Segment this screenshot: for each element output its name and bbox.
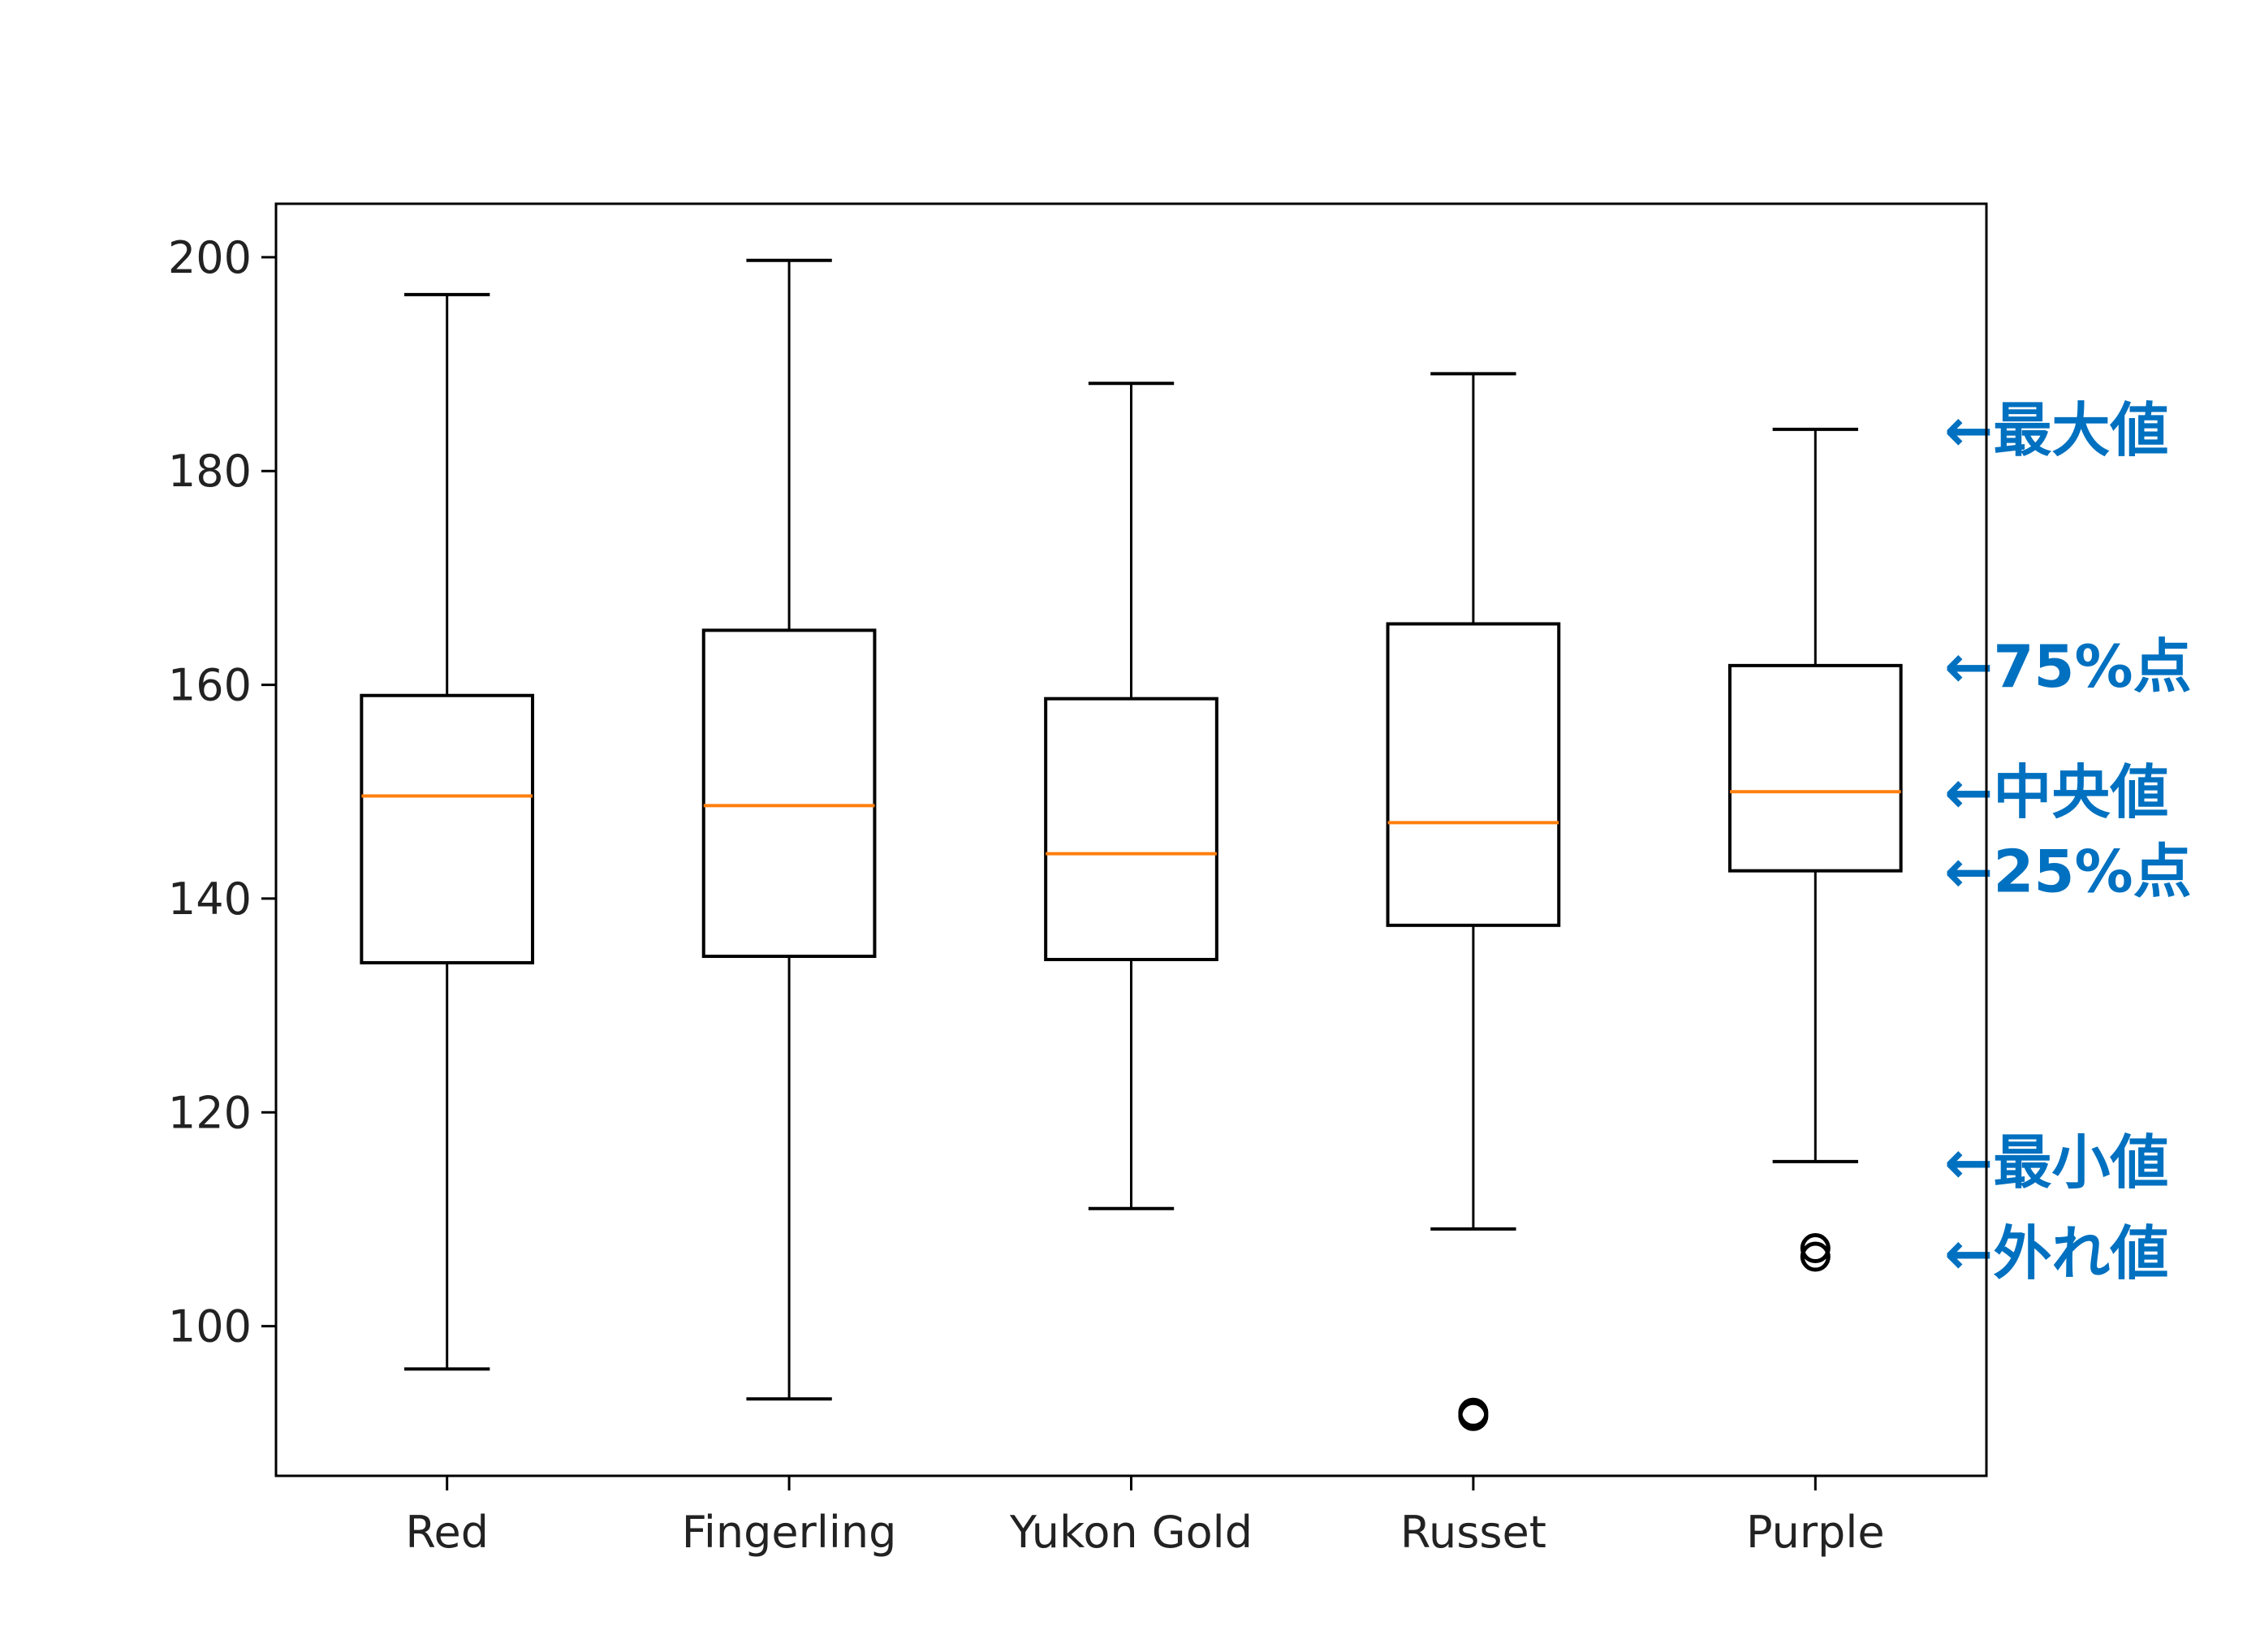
annotation-label: ←最大値: [1944, 396, 2168, 464]
y-tick-label: 140: [168, 873, 252, 925]
annotation-label: ←75%点: [1944, 632, 2192, 701]
plot-frame: [274, 202, 1988, 1477]
x-tick-label: Purple: [1746, 1507, 1885, 1558]
annotation-backdrop: [1936, 823, 2212, 905]
annotation-backdrop: [1936, 382, 2212, 464]
outlier-point: [1800, 1233, 1831, 1264]
y-tick-label: 180: [168, 446, 252, 497]
x-tick-label: Yukon Gold: [1009, 1507, 1253, 1558]
annotation-label: ←25%点: [1944, 838, 2192, 906]
y-tick-label: 200: [168, 232, 252, 283]
box-iqr: [701, 628, 877, 959]
x-tick-label: Red: [405, 1507, 489, 1558]
box-iqr: [1727, 663, 1903, 873]
plot-area: 100 120 140 160 180 200 Red Fingerling Yukon Gol…: [168, 232, 1903, 1558]
outlier-point: [1458, 1397, 1489, 1428]
y-tick-label: 100: [168, 1301, 252, 1352]
annotation-group: ←最大値 ←75%点 ←中央値 ←25%点 ←最小値 ←外れ値: [1936, 382, 2212, 1288]
annotation-backdrop: [1936, 744, 2212, 826]
annotation-backdrop: [1936, 618, 2212, 700]
y-tick-label: 120: [168, 1087, 252, 1138]
annotation-backdrop: [1936, 1205, 2212, 1287]
annotation-label: ←最小値: [1944, 1128, 2168, 1197]
x-tick-label: Russet: [1400, 1507, 1546, 1558]
box-iqr: [1386, 622, 1561, 927]
annotation-label: ←外れ値: [1944, 1219, 2168, 1288]
annotation-backdrop: [1936, 1114, 2212, 1196]
x-tick-label: Fingerling: [682, 1507, 897, 1558]
outlier-point: [1800, 1241, 1831, 1272]
box-iqr: [360, 693, 535, 964]
box-iqr: [1044, 697, 1218, 961]
y-tick-label: 160: [168, 660, 252, 711]
annotation-label: ←中央値: [1944, 758, 2168, 826]
